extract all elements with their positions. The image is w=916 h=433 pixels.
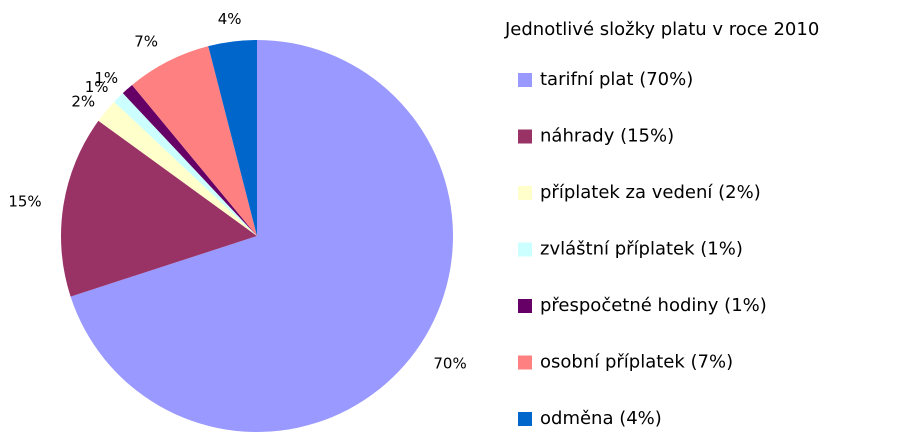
legend-label: náhrady (15%): [540, 126, 674, 147]
pie-slice: [132, 46, 257, 236]
legend-swatch: [518, 129, 532, 144]
data-label: 1%: [94, 69, 118, 87]
pie-slice: [114, 93, 257, 236]
legend-label: zvláštní příplatek (1%): [540, 239, 743, 260]
data-label: 15%: [8, 192, 41, 210]
pie-slice: [70, 40, 453, 432]
chart-title: Jednotlivé složky platu v roce 2010: [504, 19, 819, 40]
pie-slice: [122, 84, 257, 236]
data-label: 1%: [85, 78, 109, 96]
data-label: 4%: [218, 10, 242, 28]
legend-label: tarifní plat (70%): [540, 69, 693, 90]
legend-label: osobní příplatek (7%): [540, 352, 733, 373]
legend-swatch: [518, 242, 532, 257]
legend-label: odměna (4%): [540, 408, 662, 429]
legend-swatch: [518, 355, 532, 370]
data-label: 2%: [71, 93, 95, 111]
legend-swatch: [518, 299, 532, 313]
data-label: 70%: [433, 355, 466, 373]
legend-swatch: [518, 73, 532, 87]
pie-slice: [61, 120, 257, 297]
legend-label: příplatek za vedení (2%): [540, 182, 761, 203]
pie-slice: [98, 101, 257, 236]
pie-slice: [208, 40, 257, 236]
data-label: 7%: [134, 32, 158, 50]
legend-swatch: [518, 186, 532, 200]
legend-label: přespočetné hodiny (1%): [540, 295, 767, 316]
legend-swatch: [518, 412, 532, 426]
